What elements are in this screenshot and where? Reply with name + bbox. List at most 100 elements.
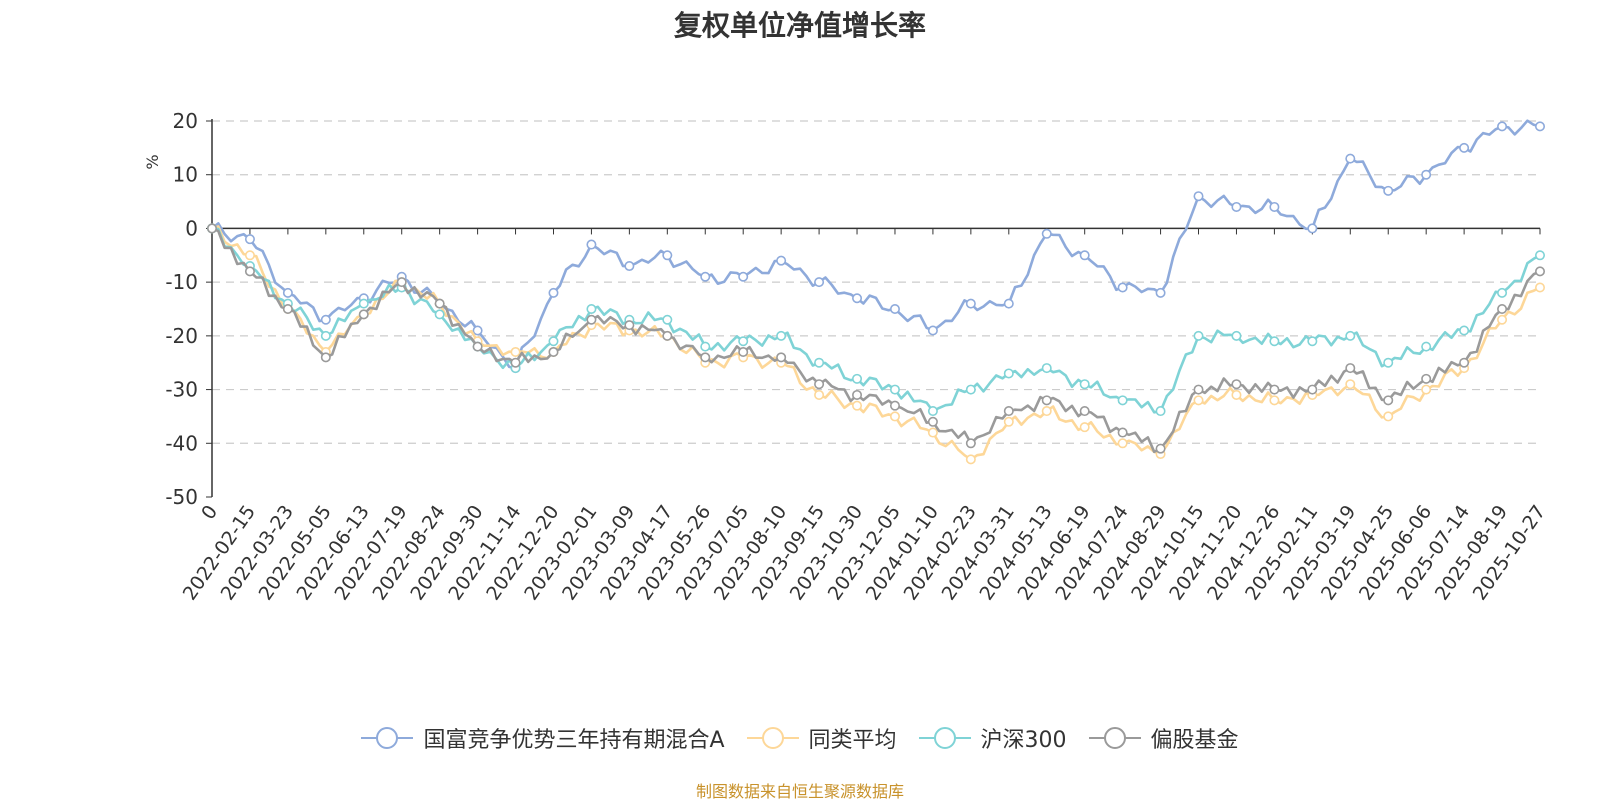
data-point: [548, 346, 559, 357]
data-point: [700, 352, 711, 363]
data-point: [586, 239, 597, 250]
data-point: [662, 250, 673, 261]
legend-label: 沪深300: [980, 728, 1067, 753]
data-point: [1307, 223, 1318, 234]
data-point: [244, 234, 255, 245]
data-point: [1421, 373, 1432, 384]
data-point: [1535, 250, 1546, 261]
data-point: [1345, 153, 1356, 164]
data-point: [1269, 201, 1280, 212]
legend-item[interactable]: 同类平均: [746, 722, 897, 754]
data-point: [1231, 201, 1242, 212]
data-point: [1193, 330, 1204, 341]
data-point: [1535, 266, 1546, 277]
data-point: [1003, 298, 1014, 309]
data-point: [965, 384, 976, 395]
data-point: [814, 357, 825, 368]
data-point: [1269, 395, 1280, 406]
y-tick-label: -50: [165, 485, 198, 509]
data-point: [738, 336, 749, 347]
data-point: [852, 373, 863, 384]
data-point: [662, 330, 673, 341]
data-point: [1117, 395, 1128, 406]
data-point: [889, 400, 900, 411]
data-point: [358, 309, 369, 320]
data-point: [814, 277, 825, 288]
data-point: [1231, 379, 1242, 390]
data-point: [700, 341, 711, 352]
data-point: [1383, 411, 1394, 422]
data-point: [852, 400, 863, 411]
data-point: [1383, 357, 1394, 368]
data-point: [207, 223, 218, 234]
data-point: [1193, 191, 1204, 202]
data-point: [320, 330, 331, 341]
source-note: 制图数据来自恒生聚源数据库: [695, 782, 904, 801]
data-point: [244, 250, 255, 261]
data-point: [548, 287, 559, 298]
data-point: [1345, 379, 1356, 390]
data-point: [1421, 384, 1432, 395]
data-point: [1041, 406, 1052, 417]
data-point: [1041, 228, 1052, 239]
data-point: [434, 309, 445, 320]
legend-line-circle-icon: [361, 727, 414, 749]
data-point: [1003, 406, 1014, 417]
data-point: [889, 303, 900, 314]
data-point: [1193, 384, 1204, 395]
legend-item[interactable]: 偏股基金: [1088, 722, 1239, 754]
data-point: [586, 314, 597, 325]
data-point: [1497, 314, 1508, 325]
data-point: [1041, 395, 1052, 406]
data-point: [965, 298, 976, 309]
data-point: [662, 314, 673, 325]
line-chart: 20100-10-20-30-40-5002022-02-152022-03-2…: [143, 109, 1550, 604]
data-point: [244, 266, 255, 277]
legend-label: 国富竞争优势三年持有期混合A: [423, 728, 725, 753]
legend-label: 同类平均: [808, 728, 897, 753]
data-point: [889, 384, 900, 395]
data-point: [738, 346, 749, 357]
data-point: [1117, 427, 1128, 438]
data-point: [282, 287, 293, 298]
y-tick-label: -40: [165, 431, 198, 455]
data-point: [1079, 379, 1090, 390]
data-point: [1345, 330, 1356, 341]
data-point: [852, 389, 863, 400]
data-point: [776, 330, 787, 341]
y-axis-unit-label: %: [143, 154, 162, 169]
data-point: [776, 255, 787, 266]
data-point: [624, 320, 635, 331]
series-layer: [207, 119, 1546, 465]
data-point: [1231, 330, 1242, 341]
legend-line-circle-icon: [918, 727, 971, 749]
series-line-3: [211, 227, 1541, 414]
data-point: [700, 271, 711, 282]
data-point: [1155, 287, 1166, 298]
data-point: [1155, 406, 1166, 417]
legend-item[interactable]: 沪深300: [918, 722, 1067, 754]
data-point: [1535, 282, 1546, 293]
legend-item[interactable]: 国富竞争优势三年持有期混合A: [361, 722, 725, 754]
data-point: [1307, 336, 1318, 347]
data-point: [1079, 422, 1090, 433]
legend: 国富竞争优势三年持有期混合A 同类平均 沪深300 偏股基金: [0, 722, 1600, 754]
data-point: [510, 357, 521, 368]
data-point: [814, 379, 825, 390]
y-tick-label: -30: [165, 378, 198, 402]
data-point: [1269, 336, 1280, 347]
y-tick-label: 20: [173, 109, 198, 133]
data-point: [965, 454, 976, 465]
data-point: [927, 416, 938, 427]
data-point: [320, 352, 331, 363]
data-point: [1079, 250, 1090, 261]
data-point: [1535, 121, 1546, 132]
data-point: [358, 298, 369, 309]
data-point: [1421, 169, 1432, 180]
data-point: [1497, 121, 1508, 132]
y-tick-label: 10: [173, 163, 198, 187]
data-point: [927, 427, 938, 438]
data-point: [1383, 185, 1394, 196]
data-point: [889, 411, 900, 422]
data-point: [738, 271, 749, 282]
